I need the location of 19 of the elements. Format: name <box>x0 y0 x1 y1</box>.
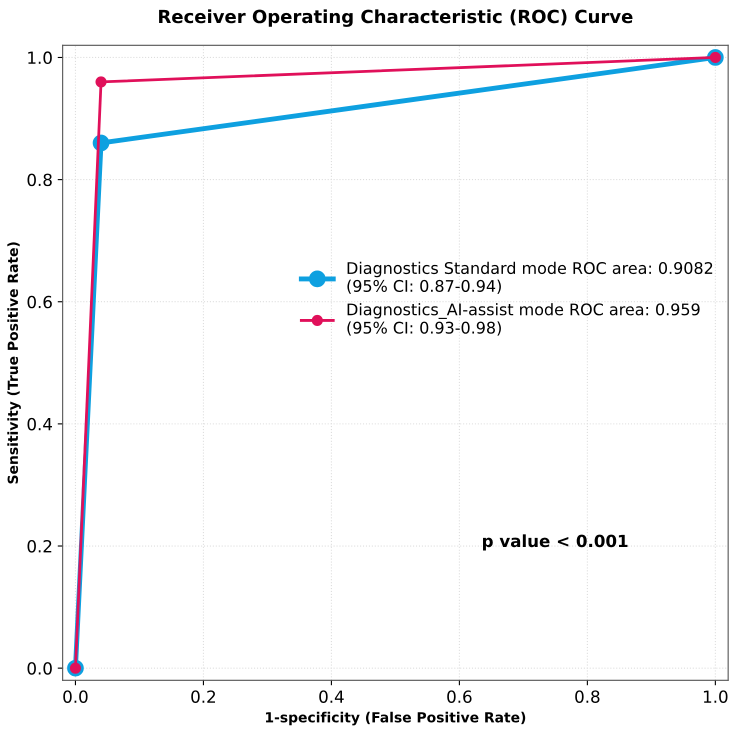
x-axis-title: 1-specificity (False Positive Rate) <box>266 712 526 726</box>
y-tick-label: 0.2 <box>28 540 52 553</box>
legend-label: Diagnostics Standard mode ROC area: 0.9082 (95% CI: 0.87-0.94) <box>347 262 712 294</box>
y-tick-label: 0.4 <box>28 418 52 430</box>
y-axis-title: Sensitivity (True Positive Rate) <box>7 242 21 484</box>
y-tick-label: 0.8 <box>28 174 52 186</box>
x-tick-label: 0.4 <box>319 690 344 703</box>
x-tick-label: 1.0 <box>704 690 728 703</box>
x-tick-label: 0.8 <box>575 690 600 703</box>
point <box>95 76 107 88</box>
annotation: p value < 0.001 <box>483 534 628 550</box>
y-tick-label: 0.6 <box>28 296 52 308</box>
x-tick-label: 0.6 <box>447 690 472 703</box>
y-tick-label: 0.0 <box>28 662 52 675</box>
x-tick-label: 0.2 <box>191 690 216 703</box>
legend-label: Diagnostics_AI-assist mode ROC area: 0.959 (95% CI: 0.93-0.98) <box>347 303 700 336</box>
x-tick-label: 0.0 <box>63 690 88 703</box>
y-tick-label: 1.0 <box>28 51 52 64</box>
chart-title: Receiver Operating Characteristic (ROC) Curve <box>159 9 632 27</box>
